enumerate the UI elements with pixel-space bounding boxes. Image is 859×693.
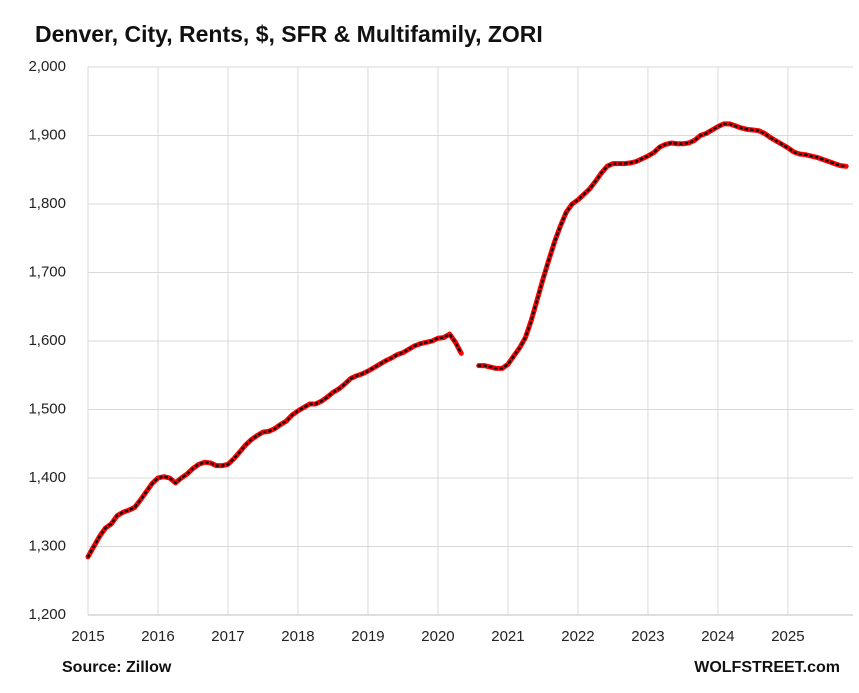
x-tick-label: 2021 xyxy=(491,628,524,645)
y-tick-label: 1,900 xyxy=(28,126,66,143)
x-tick-label: 2023 xyxy=(631,628,664,645)
x-tick-label: 2019 xyxy=(351,628,384,645)
x-tick-label: 2016 xyxy=(141,628,174,645)
y-tick-label: 1,200 xyxy=(28,606,66,623)
x-tick-label: 2025 xyxy=(771,628,804,645)
chart-title: Denver, City, Rents, $, SFR & Multifamil… xyxy=(35,21,543,47)
y-tick-label: 1,500 xyxy=(28,400,66,417)
y-tick-label: 1,300 xyxy=(28,537,66,554)
y-tick-label: 1,700 xyxy=(28,263,66,280)
y-tick-label: 1,800 xyxy=(28,195,66,212)
y-tick-label: 2,000 xyxy=(28,58,66,75)
y-tick-label: 1,400 xyxy=(28,469,66,486)
x-tick-label: 2018 xyxy=(281,628,314,645)
y-tick-label: 1,600 xyxy=(28,332,66,349)
line-dots xyxy=(86,122,848,559)
x-tick-label: 2017 xyxy=(211,628,244,645)
x-tick-label: 2015 xyxy=(71,628,104,645)
credit: WOLFSTREET.com xyxy=(694,659,840,676)
source: Source: Zillow xyxy=(62,659,172,676)
x-tick-label: 2022 xyxy=(561,628,594,645)
x-tick-label: 2020 xyxy=(421,628,454,645)
line-series xyxy=(85,121,849,560)
x-tick-label: 2024 xyxy=(701,628,734,645)
